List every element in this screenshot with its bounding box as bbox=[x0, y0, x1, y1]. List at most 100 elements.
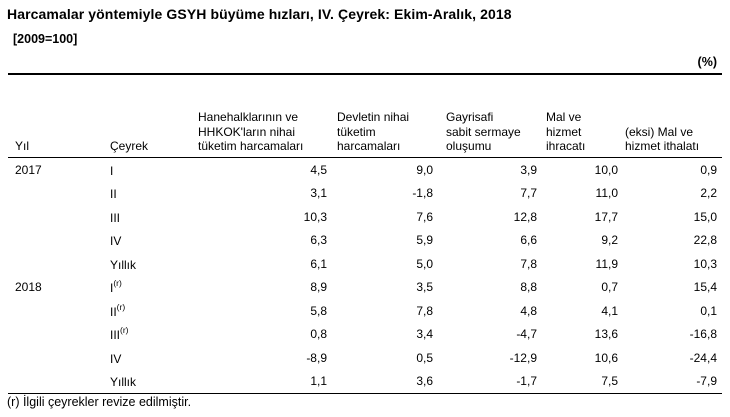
value-cell: 10,3 bbox=[693, 256, 717, 271]
value-cell: 0,8 bbox=[310, 327, 327, 342]
value-cell: 10,3 bbox=[303, 209, 327, 224]
table-row: II 3,1 -1,8 7,7 11,0 2,2 bbox=[8, 182, 722, 206]
year-cell bbox=[8, 229, 100, 253]
page-title: Harcamalar yöntemiyle GSYH büyüme hızlar… bbox=[7, 6, 512, 22]
quarter-cell: III bbox=[100, 205, 198, 229]
revised-marker: (r) bbox=[116, 301, 126, 312]
value-cell: 3,1 bbox=[310, 186, 327, 201]
quarter-cell: IV bbox=[100, 346, 198, 370]
value-cell: 3,4 bbox=[416, 327, 433, 342]
revised-marker: (r) bbox=[120, 325, 129, 336]
value-cell: 3,5 bbox=[416, 280, 433, 295]
year-cell bbox=[8, 369, 100, 394]
value-cell: 9,0 bbox=[416, 162, 433, 177]
value-cell: 7,7 bbox=[520, 186, 537, 201]
value-cell: 1,1 bbox=[198, 369, 332, 394]
value-cell: 7,8 bbox=[416, 303, 433, 318]
value-cell: 0,5 bbox=[416, 350, 433, 365]
value-cell: 3,6 bbox=[332, 369, 438, 394]
quarter-cell: Yıllık bbox=[100, 369, 198, 394]
value-cell: 22,8 bbox=[693, 233, 717, 248]
year-cell bbox=[8, 205, 100, 229]
quarter-cell: I(r) bbox=[100, 276, 198, 300]
value-cell: 3,9 bbox=[520, 162, 537, 177]
quarter-cell: Yıllık bbox=[100, 252, 198, 276]
table-row: Yıllık 1,1 3,6 -1,7 7,5 -7,9 bbox=[8, 369, 722, 394]
quarter-label: IV bbox=[110, 234, 122, 249]
year-cell bbox=[8, 346, 100, 370]
year-cell bbox=[8, 299, 100, 323]
table-row: 2017 I 4,5 9,0 3,9 10,0 0,9 bbox=[8, 158, 722, 182]
value-cell: 4,5 bbox=[310, 162, 327, 177]
quarter-cell: I bbox=[100, 158, 198, 182]
value-cell: -7,9 bbox=[623, 369, 722, 394]
quarter-label: I bbox=[110, 163, 114, 178]
value-cell: 10,0 bbox=[594, 162, 618, 177]
value-cell: 15,0 bbox=[693, 209, 717, 224]
table-header-row: Yıl Çeyrek Hanehalklarının ve HHKOK'ları… bbox=[8, 74, 722, 158]
value-cell: 7,5 bbox=[542, 369, 623, 394]
col-header-year: Yıl bbox=[8, 74, 100, 158]
value-cell: -4,7 bbox=[516, 327, 537, 342]
table-row: IV 6,3 5,9 6,6 9,2 22,8 bbox=[8, 229, 722, 253]
col-header-quarter: Çeyrek bbox=[100, 74, 198, 158]
value-cell: -8,9 bbox=[306, 350, 327, 365]
index-base-label: [2009=100] bbox=[13, 32, 78, 46]
value-cell: 5,8 bbox=[310, 303, 327, 318]
value-cell: 7,6 bbox=[416, 209, 433, 224]
value-cell: 17,7 bbox=[594, 209, 618, 224]
quarter-label: Yıllık bbox=[110, 257, 137, 272]
table-row: 2018 I(r) 8,9 3,5 8,8 0,7 15,4 bbox=[8, 276, 722, 300]
value-cell: 0,9 bbox=[700, 162, 717, 177]
value-cell: 5,9 bbox=[416, 233, 433, 248]
year-cell bbox=[8, 323, 100, 347]
value-cell: -24,4 bbox=[689, 350, 717, 365]
quarter-label: Yıllık bbox=[110, 375, 137, 390]
value-cell: 6,6 bbox=[520, 233, 537, 248]
value-cell: 15,4 bbox=[693, 280, 717, 295]
table-row: III(r) 0,8 3,4 -4,7 13,6 -16,8 bbox=[8, 323, 722, 347]
quarter-label: II bbox=[110, 304, 117, 319]
value-cell: 4,1 bbox=[601, 303, 618, 318]
quarter-label: IV bbox=[110, 351, 122, 366]
year-cell bbox=[8, 182, 100, 206]
value-cell: -16,8 bbox=[689, 327, 717, 342]
quarter-label: III bbox=[110, 210, 121, 225]
quarter-label: III bbox=[110, 328, 121, 343]
col-header-government-consumption: Devletin nihai tüketim harcamaları bbox=[332, 74, 438, 158]
value-cell: -1,8 bbox=[412, 186, 433, 201]
value-cell: 8,9 bbox=[310, 280, 327, 295]
col-header-imports: (eksi) Mal ve hizmet ithalatı bbox=[623, 74, 722, 158]
value-cell: -12,9 bbox=[509, 350, 537, 365]
value-cell: 7,8 bbox=[520, 256, 537, 271]
value-cell: -1,7 bbox=[438, 369, 542, 394]
col-header-household-consumption: Hanehalklarının ve HHKOK'ların nihai tük… bbox=[198, 74, 332, 158]
value-cell: 11,9 bbox=[595, 256, 618, 271]
quarter-cell: IV bbox=[100, 229, 198, 253]
table-row: III 10,3 7,6 12,8 17,7 15,0 bbox=[8, 205, 722, 229]
quarter-label: II bbox=[110, 187, 117, 202]
year-cell: 2018 bbox=[15, 280, 42, 295]
table-row: II(r) 5,8 7,8 4,8 4,1 0,1 bbox=[8, 299, 722, 323]
col-header-fixed-capital: Gayrisafi sabit sermaye oluşumu bbox=[438, 74, 542, 158]
value-cell: 6,3 bbox=[310, 233, 327, 248]
value-cell: 0,7 bbox=[601, 280, 618, 295]
revised-marker: (r) bbox=[113, 278, 122, 289]
quarter-label: I bbox=[110, 281, 114, 296]
value-cell: 10,6 bbox=[594, 350, 618, 365]
value-cell: 2,2 bbox=[700, 186, 717, 201]
table-body: 2017 I 4,5 9,0 3,9 10,0 0,9 II 3,1 -1,8 … bbox=[8, 158, 722, 394]
value-cell: 5,0 bbox=[416, 256, 433, 271]
quarter-cell: II(r) bbox=[100, 299, 198, 323]
value-cell: 12,8 bbox=[513, 209, 537, 224]
value-cell: 9,2 bbox=[601, 233, 618, 248]
value-cell: 13,6 bbox=[594, 327, 618, 342]
value-cell: 11,0 bbox=[595, 186, 618, 201]
value-cell: 4,8 bbox=[520, 303, 537, 318]
value-cell: 6,1 bbox=[310, 256, 327, 271]
table-row: Yıllık 6,1 5,0 7,8 11,9 10,3 bbox=[8, 252, 722, 276]
revision-footnote: (r) İlgili çeyrekler revize edilmiştir. bbox=[7, 395, 192, 409]
year-cell bbox=[8, 252, 100, 276]
col-header-exports: Mal ve hizmet ihracatı bbox=[542, 74, 623, 158]
quarter-cell: III(r) bbox=[100, 323, 198, 347]
